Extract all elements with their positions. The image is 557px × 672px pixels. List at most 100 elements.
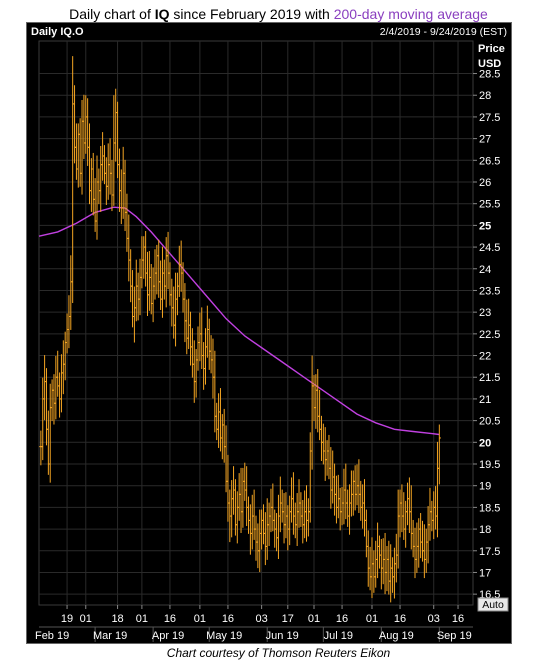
chart-title: Daily chart of IQ since February 2019 wi… (0, 6, 557, 22)
x-month-label: Sep 19 (437, 630, 472, 642)
title-prefix: Daily chart of (69, 6, 155, 22)
price-bar (138, 258, 142, 316)
price-bar (72, 85, 77, 164)
price-bar (173, 272, 178, 347)
price-bar (147, 250, 151, 311)
price-bar (207, 318, 211, 370)
price-bar (390, 557, 395, 593)
x-month-label: Mar 19 (93, 630, 127, 642)
price-bar (129, 249, 133, 303)
price-bar (334, 475, 339, 524)
grid-layer (38, 40, 474, 606)
price-bar (276, 494, 281, 560)
price-bar (194, 349, 198, 398)
price-bar (411, 519, 415, 558)
price-bar (237, 473, 241, 521)
price-bar (327, 434, 331, 480)
y-tick-label: 23.5 (479, 285, 500, 297)
x-day-tick-label: 01 (136, 613, 148, 625)
price-bar (342, 468, 346, 525)
chart-caption: Chart courtesy of Thomson Reuters Eikon (166, 646, 391, 660)
price-bar (284, 492, 288, 539)
price-bar (379, 539, 383, 590)
price-bar (215, 402, 219, 441)
price-bar (385, 545, 389, 592)
price-bar (57, 372, 62, 418)
price-bar (364, 509, 368, 558)
price-axis-title: Price (478, 43, 505, 55)
price-bar (56, 350, 60, 397)
price-bar (205, 305, 209, 358)
x-month-label: Jun 19 (266, 630, 299, 642)
price-bar (430, 500, 434, 532)
y-tick-label: 22 (479, 351, 491, 363)
price-bar (198, 312, 202, 362)
price-bar (269, 488, 273, 533)
price-bar (387, 540, 391, 595)
price-bar (213, 350, 217, 433)
y-tick-label: 23 (479, 307, 491, 319)
price-bar (405, 482, 410, 526)
price-bar (127, 214, 131, 282)
price-bar (308, 432, 312, 523)
price-bar (286, 505, 290, 551)
date-range-label: 2/4/2019 - 9/24/2019 (EST) (380, 26, 507, 38)
price-bar (263, 512, 267, 566)
y-tick-label: 25 (479, 220, 491, 232)
price-bar (140, 236, 144, 289)
price-bar (349, 470, 354, 517)
price-bar (95, 155, 99, 240)
symbol-label: Daily IQ.O (31, 26, 84, 38)
price-bar (108, 138, 112, 195)
x-day-tick-label: 03 (428, 613, 440, 625)
x-day-tick-label: 16 (222, 613, 234, 625)
price-bar (54, 355, 58, 420)
axis-layer: 16.51717.51818.51919.52020.52121.52222.5… (35, 69, 500, 642)
price-bar (123, 159, 127, 232)
price-bar (142, 236, 146, 279)
currency-axis-title: USD (478, 58, 501, 70)
price-bar (82, 94, 86, 160)
auto-scale-button[interactable] (477, 597, 509, 612)
y-tick-label: 26 (479, 177, 491, 189)
x-day-tick-label: 01 (366, 613, 378, 625)
price-bar (351, 470, 355, 516)
price-bar (366, 530, 370, 587)
price-bar (155, 244, 159, 295)
price-bar (426, 506, 430, 564)
price-bar (91, 152, 95, 216)
price-bar (97, 168, 101, 205)
price-bar (323, 427, 327, 481)
price-bar (420, 520, 425, 562)
price-bar (282, 493, 286, 544)
x-month-label: May 19 (206, 630, 242, 642)
price-bar (160, 246, 165, 318)
price-bar (241, 467, 245, 528)
price-bar (344, 463, 348, 520)
price-bar (177, 245, 181, 297)
price-bar (67, 295, 71, 349)
price-bar (104, 157, 108, 205)
price-bar (246, 496, 251, 534)
price-bar (175, 272, 180, 316)
price-bar (61, 340, 65, 395)
price-bar (377, 535, 382, 569)
price-bars-layer (39, 56, 441, 603)
y-tick-label: 17.5 (479, 546, 500, 558)
price-bar (383, 532, 387, 595)
price-bar (99, 145, 103, 212)
x-day-tick-label: 16 (452, 613, 464, 625)
price-bar (301, 500, 305, 544)
auto-scale-label: Auto (482, 599, 504, 611)
price-bar (69, 255, 73, 330)
y-tick-label: 21 (479, 394, 491, 406)
price-bar (336, 474, 340, 519)
y-tick-label: 25.5 (479, 199, 500, 211)
y-tick-label: 18.5 (479, 502, 500, 514)
price-bar (144, 231, 148, 287)
price-bar (158, 260, 163, 310)
y-tick-label: 18 (479, 524, 491, 536)
price-bar (293, 502, 297, 539)
price-bar (370, 537, 374, 599)
price-bar (299, 492, 303, 527)
